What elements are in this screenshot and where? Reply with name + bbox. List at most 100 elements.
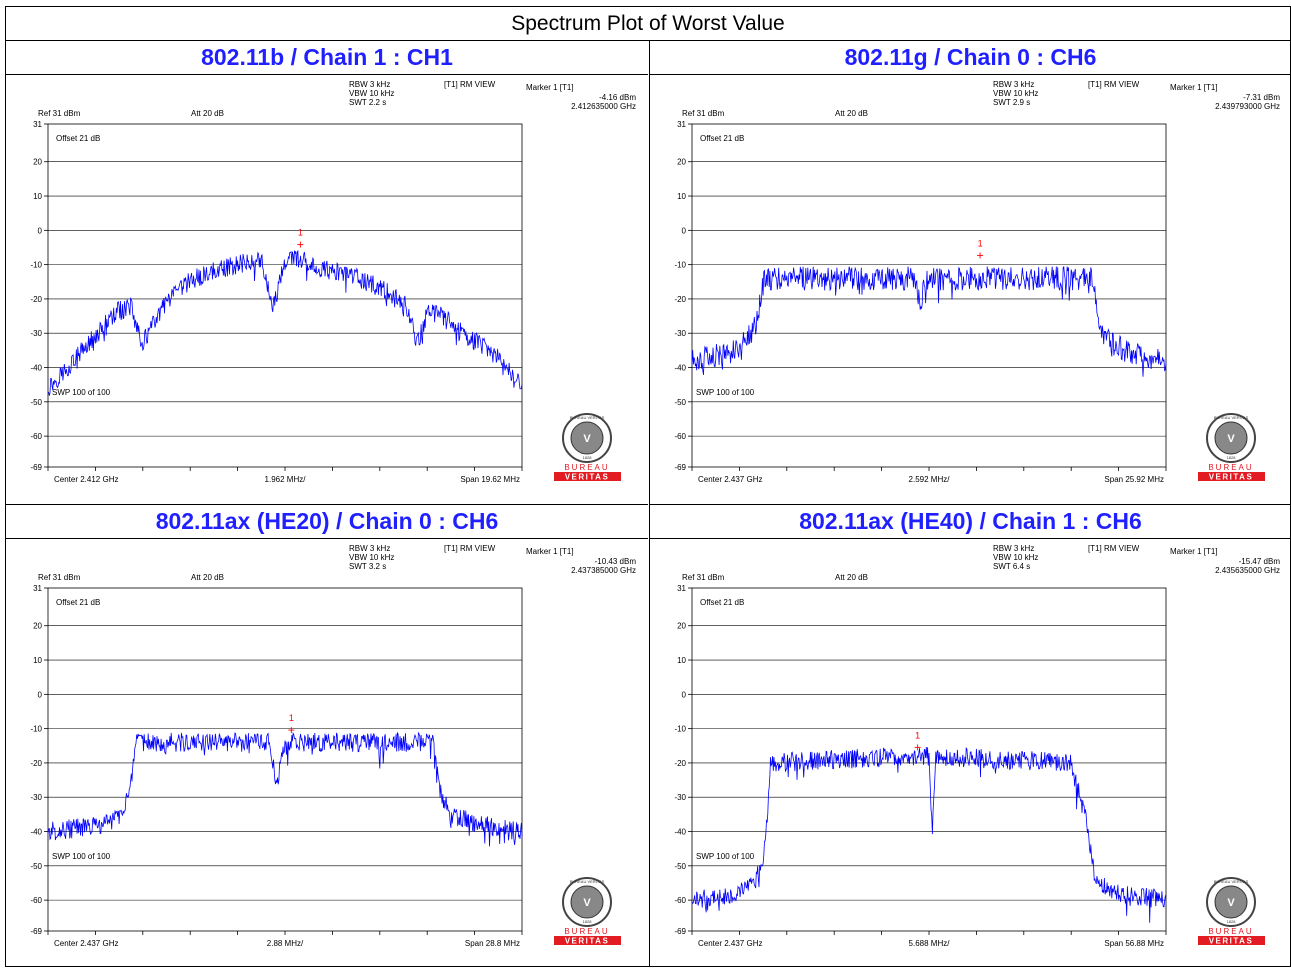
span: Span 19.62 MHz <box>460 475 520 484</box>
logo-band <box>554 472 621 481</box>
logo-seal-inner <box>570 421 604 455</box>
y-tick-label: -40 <box>674 828 686 837</box>
attenuation: Att 20 dB <box>191 573 224 582</box>
offset-label: Offset 21 dB <box>56 134 100 143</box>
marker-level: -4.16 dBm <box>599 93 636 102</box>
y-tick-label: -40 <box>674 364 686 373</box>
y-tick-label: -69 <box>674 463 686 472</box>
logo-text-bottom: VERITAS <box>565 937 610 946</box>
y-tick-label: 31 <box>677 584 686 593</box>
marker-label: 1 <box>978 238 983 248</box>
view-label: [T1] RM VIEW <box>444 544 496 553</box>
y-tick-label: -60 <box>30 432 42 441</box>
y-tick-label: -10 <box>674 725 686 734</box>
marker-label: 1 <box>289 713 294 723</box>
y-tick-label: -20 <box>30 295 42 304</box>
spectrum-trace <box>48 249 523 396</box>
report-sheet: Spectrum Plot of Worst Value 802.11b / C… <box>5 6 1291 967</box>
panel-1: 802.11g / Chain 0 : CH6 RBW 3 kHz VBW 10 … <box>649 41 1291 504</box>
y-tick-label: -20 <box>674 759 686 768</box>
frequency-per-division: 2.88 MHz/ <box>267 939 304 948</box>
logo-seal-text: BUREAU VERITAS <box>570 879 605 884</box>
y-tick-label: 0 <box>682 690 687 699</box>
logo-text-top: BUREAU <box>564 463 609 472</box>
logo-text-bottom: VERITAS <box>1209 473 1254 482</box>
logo-emblem: V <box>583 433 591 445</box>
offset-label: Offset 21 dB <box>700 134 744 143</box>
view-label: [T1] RM VIEW <box>444 80 496 89</box>
logo-year: 1828 <box>583 455 593 460</box>
page-title: Spectrum Plot of Worst Value <box>6 7 1290 41</box>
logo-seal-inner <box>1214 421 1248 455</box>
y-tick-label: 20 <box>33 622 42 631</box>
attenuation: Att 20 dB <box>191 109 224 118</box>
y-tick-label: -60 <box>674 896 686 905</box>
y-tick-label: -20 <box>674 295 686 304</box>
panel-title: 802.11ax (HE20) / Chain 0 : CH6 <box>6 505 648 539</box>
y-tick-label: -20 <box>30 759 42 768</box>
logo-text-top: BUREAU <box>564 927 609 936</box>
logo-text-top: BUREAU <box>1208 463 1253 472</box>
marker-frequency: 2.412635000 GHz <box>571 102 636 111</box>
logo-seal-inner <box>570 885 604 919</box>
y-tick-label: 0 <box>38 226 43 235</box>
y-tick-label: 0 <box>682 226 687 235</box>
spectrum-trace <box>691 746 1167 923</box>
rbw-label: RBW 3 kHz <box>349 80 390 89</box>
swt-label: SWT 6.4 s <box>993 562 1030 571</box>
logo-emblem: V <box>583 897 591 909</box>
logo-seal-inner <box>1214 885 1248 919</box>
panel-title: 802.11g / Chain 0 : CH6 <box>650 41 1291 75</box>
panel-3: 802.11ax (HE40) / Chain 1 : CH6 RBW 3 kH… <box>649 504 1291 967</box>
plot-frame <box>47 587 523 932</box>
y-tick-label: -30 <box>30 793 42 802</box>
y-tick-label: -10 <box>30 261 42 270</box>
ref-level: Ref 31 dBm <box>682 109 725 118</box>
view-label: [T1] RM VIEW <box>1088 80 1140 89</box>
y-tick-label: -50 <box>674 398 686 407</box>
marker-label: 1 <box>298 228 303 238</box>
rbw-label: RBW 3 kHz <box>349 544 390 553</box>
marker-title: Marker 1 [T1] <box>1170 83 1218 92</box>
y-tick-label: -30 <box>674 793 686 802</box>
y-tick-label: -60 <box>30 896 42 905</box>
logo-emblem: V <box>1227 897 1235 909</box>
span: Span 56.88 MHz <box>1104 939 1164 948</box>
logo-band <box>1198 472 1265 481</box>
y-tick-label: -69 <box>30 463 42 472</box>
y-tick-label: 10 <box>33 656 42 665</box>
offset-label: Offset 21 dB <box>56 598 100 607</box>
y-tick-label: 31 <box>33 584 42 593</box>
frequency-per-division: 2.592 MHz/ <box>909 475 951 484</box>
logo-text-bottom: VERITAS <box>565 473 610 482</box>
marker-level: -10.43 dBm <box>595 557 637 566</box>
panel-2: 802.11ax (HE20) / Chain 0 : CH6 RBW 3 kH… <box>6 504 648 967</box>
attenuation: Att 20 dB <box>835 573 868 582</box>
y-tick-label: 31 <box>33 120 42 129</box>
sweep-label: SWP 100 of 100 <box>696 852 755 861</box>
swt-label: SWT 2.2 s <box>349 98 386 107</box>
y-tick-label: -69 <box>30 927 42 936</box>
vbw-label: VBW 10 kHz <box>349 89 394 98</box>
logo-band <box>1198 936 1265 945</box>
marker-level: -15.47 dBm <box>1239 557 1281 566</box>
y-tick-label: -60 <box>674 432 686 441</box>
sweep-label: SWP 100 of 100 <box>696 388 755 397</box>
offset-label: Offset 21 dB <box>700 598 744 607</box>
y-tick-label: -50 <box>30 398 42 407</box>
marker-level: -7.31 dBm <box>1243 93 1280 102</box>
marker-frequency: 2.437385000 GHz <box>571 566 636 575</box>
rbw-label: RBW 3 kHz <box>993 544 1034 553</box>
logo-year: 1828 <box>1227 455 1237 460</box>
center-frequency: Center 2.437 GHz <box>54 939 118 948</box>
y-tick-label: -69 <box>674 927 686 936</box>
rbw-label: RBW 3 kHz <box>993 80 1034 89</box>
ref-level: Ref 31 dBm <box>682 573 725 582</box>
logo-emblem: V <box>1227 433 1235 445</box>
y-tick-label: -40 <box>30 364 42 373</box>
logo-text-top: BUREAU <box>1208 927 1253 936</box>
